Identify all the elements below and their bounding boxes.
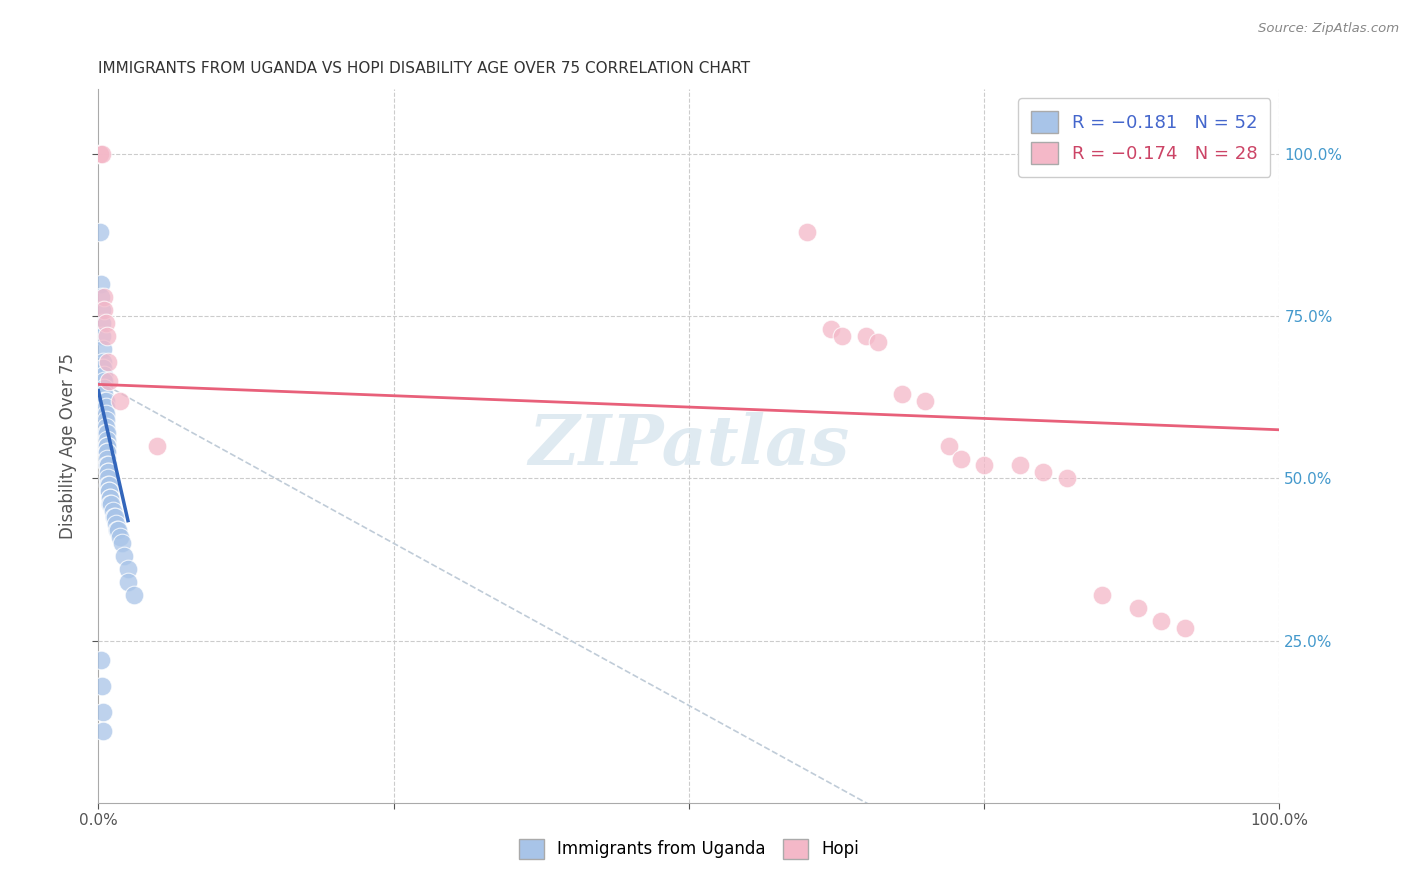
Point xyxy=(96,425,118,440)
Point xyxy=(98,497,121,511)
Point xyxy=(91,147,114,161)
Point xyxy=(94,316,117,330)
Point xyxy=(820,322,842,336)
Point xyxy=(90,290,112,304)
Point xyxy=(96,433,118,447)
Text: ZIPatlas: ZIPatlas xyxy=(529,412,849,480)
Point xyxy=(973,458,995,473)
Point xyxy=(890,387,912,401)
Point xyxy=(96,445,118,459)
Point xyxy=(90,277,112,291)
Point xyxy=(100,497,122,511)
Point xyxy=(98,484,121,499)
Point xyxy=(91,679,114,693)
Point xyxy=(97,354,120,368)
Point xyxy=(111,536,134,550)
Point xyxy=(146,439,169,453)
Y-axis label: Disability Age Over 75: Disability Age Over 75 xyxy=(59,353,77,539)
Point xyxy=(855,328,877,343)
Point xyxy=(93,393,115,408)
Point xyxy=(91,342,114,356)
Point xyxy=(97,465,120,479)
Point xyxy=(1056,471,1078,485)
Point xyxy=(94,425,117,440)
Point xyxy=(96,439,118,453)
Point xyxy=(89,147,111,161)
Point xyxy=(93,368,115,382)
Point xyxy=(96,452,118,467)
Point xyxy=(98,484,121,499)
Point xyxy=(1032,465,1054,479)
Point xyxy=(914,393,936,408)
Point xyxy=(91,724,114,739)
Point xyxy=(1091,588,1114,602)
Point xyxy=(108,530,131,544)
Point xyxy=(91,705,114,719)
Point xyxy=(97,465,120,479)
Point xyxy=(94,419,117,434)
Point xyxy=(93,387,115,401)
Point xyxy=(91,354,114,368)
Point xyxy=(105,524,128,538)
Point xyxy=(94,407,117,421)
Text: IMMIGRANTS FROM UGANDA VS HOPI DISABILITY AGE OVER 75 CORRELATION CHART: IMMIGRANTS FROM UGANDA VS HOPI DISABILIT… xyxy=(98,61,751,76)
Point xyxy=(96,458,118,473)
Point xyxy=(949,452,972,467)
Point xyxy=(97,471,120,485)
Point xyxy=(104,510,127,524)
Point xyxy=(97,478,120,492)
Point xyxy=(98,491,121,505)
Point xyxy=(117,575,139,590)
Point xyxy=(105,516,128,531)
Point xyxy=(938,439,960,453)
Point xyxy=(91,361,114,376)
Point xyxy=(94,393,117,408)
Point xyxy=(91,302,114,317)
Point xyxy=(93,302,115,317)
Point xyxy=(94,400,117,414)
Point xyxy=(1174,621,1197,635)
Point xyxy=(96,328,118,343)
Point xyxy=(107,524,129,538)
Point xyxy=(97,458,120,473)
Point xyxy=(103,510,125,524)
Point xyxy=(1126,601,1149,615)
Point xyxy=(117,562,139,576)
Point xyxy=(90,653,112,667)
Point xyxy=(93,290,115,304)
Point xyxy=(122,588,145,602)
Point xyxy=(866,335,889,350)
Point xyxy=(108,393,131,408)
Point xyxy=(89,147,111,161)
Text: Source: ZipAtlas.com: Source: ZipAtlas.com xyxy=(1258,22,1399,36)
Point xyxy=(96,439,118,453)
Point xyxy=(112,549,135,564)
Point xyxy=(831,328,853,343)
Point xyxy=(93,381,115,395)
Point xyxy=(94,413,117,427)
Point xyxy=(98,374,121,388)
Point xyxy=(89,225,111,239)
Point xyxy=(101,504,124,518)
Point xyxy=(96,445,118,459)
Point xyxy=(91,328,114,343)
Point xyxy=(1150,614,1173,628)
Point xyxy=(93,374,115,388)
Point xyxy=(796,225,818,239)
Point xyxy=(91,316,114,330)
Point xyxy=(98,491,121,505)
Point xyxy=(98,478,121,492)
Point xyxy=(1008,458,1031,473)
Legend: Immigrants from Uganda, Hopi: Immigrants from Uganda, Hopi xyxy=(512,832,866,866)
